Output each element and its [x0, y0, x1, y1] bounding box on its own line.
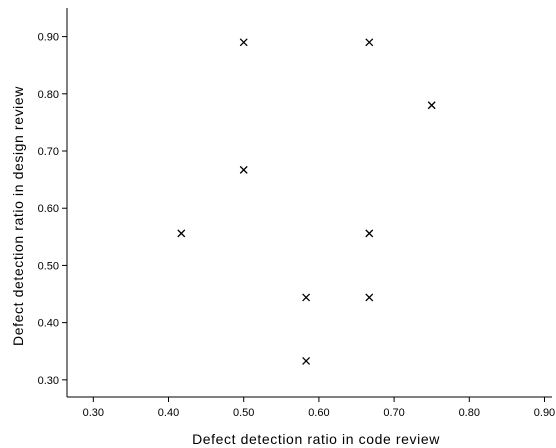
data-point: [427, 101, 436, 110]
data-point: [365, 229, 374, 238]
x-tick-label: 0.30: [83, 407, 104, 419]
data-point: [239, 38, 248, 47]
data-point: [302, 293, 311, 302]
y-tick-label: 0.70: [38, 146, 59, 158]
y-tick-label: 0.90: [38, 32, 59, 44]
x-tick-label: 0.80: [459, 407, 480, 419]
y-axis-title: Defect detection ratio in design review: [10, 86, 26, 346]
data-points: [177, 38, 436, 365]
y-tick-label: 0.80: [38, 89, 59, 101]
y-tick-label: 0.40: [38, 318, 59, 330]
x-tick-label: 0.90: [534, 407, 555, 419]
x-tick-label: 0.50: [233, 407, 254, 419]
data-point: [365, 293, 374, 302]
x-axis-title: Defect detection ratio in code review: [192, 431, 440, 447]
data-point: [177, 229, 186, 238]
y-tick-label: 0.60: [38, 203, 59, 215]
data-point: [302, 357, 311, 365]
x-tick-label: 0.60: [308, 407, 329, 419]
y-tick-label: 0.50: [38, 260, 59, 272]
x-tick-label: 0.40: [158, 407, 179, 419]
data-point: [365, 38, 374, 47]
data-point: [239, 165, 248, 174]
axes: [62, 8, 552, 402]
y-tick-label: 0.30: [38, 375, 59, 387]
x-tick-label: 0.70: [383, 407, 404, 419]
tick-labels: 0.30 0.40 0.50 0.60 0.70 0.80 0.90 0.30 0.40 0.50…: [38, 32, 556, 419]
